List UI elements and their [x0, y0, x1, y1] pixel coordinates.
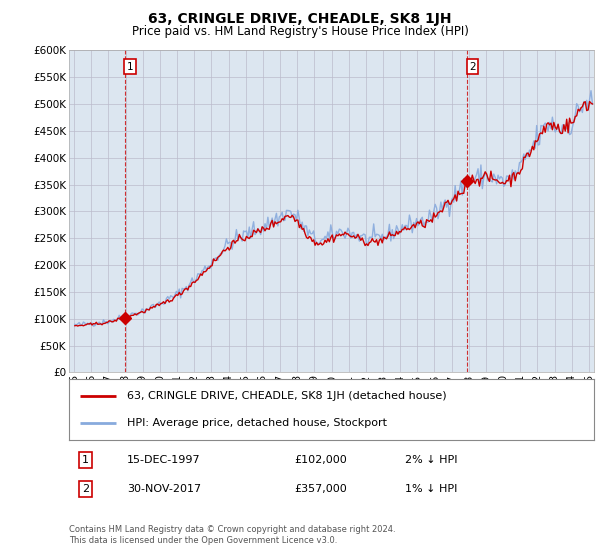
Text: £102,000: £102,000: [295, 455, 347, 465]
Text: 1: 1: [82, 455, 89, 465]
Text: 30-NOV-2017: 30-NOV-2017: [127, 484, 201, 494]
Text: 1% ↓ HPI: 1% ↓ HPI: [405, 484, 457, 494]
Text: Price paid vs. HM Land Registry's House Price Index (HPI): Price paid vs. HM Land Registry's House …: [131, 25, 469, 38]
Text: 15-DEC-1997: 15-DEC-1997: [127, 455, 200, 465]
Text: 63, CRINGLE DRIVE, CHEADLE, SK8 1JH (detached house): 63, CRINGLE DRIVE, CHEADLE, SK8 1JH (det…: [127, 391, 446, 401]
Text: 63, CRINGLE DRIVE, CHEADLE, SK8 1JH: 63, CRINGLE DRIVE, CHEADLE, SK8 1JH: [148, 12, 452, 26]
Text: £357,000: £357,000: [295, 484, 347, 494]
Text: 2% ↓ HPI: 2% ↓ HPI: [405, 455, 458, 465]
Text: 1: 1: [127, 62, 133, 72]
Text: 2: 2: [469, 62, 476, 72]
Text: HPI: Average price, detached house, Stockport: HPI: Average price, detached house, Stoc…: [127, 418, 387, 428]
Text: 2: 2: [82, 484, 89, 494]
Text: Contains HM Land Registry data © Crown copyright and database right 2024.
This d: Contains HM Land Registry data © Crown c…: [69, 525, 395, 545]
